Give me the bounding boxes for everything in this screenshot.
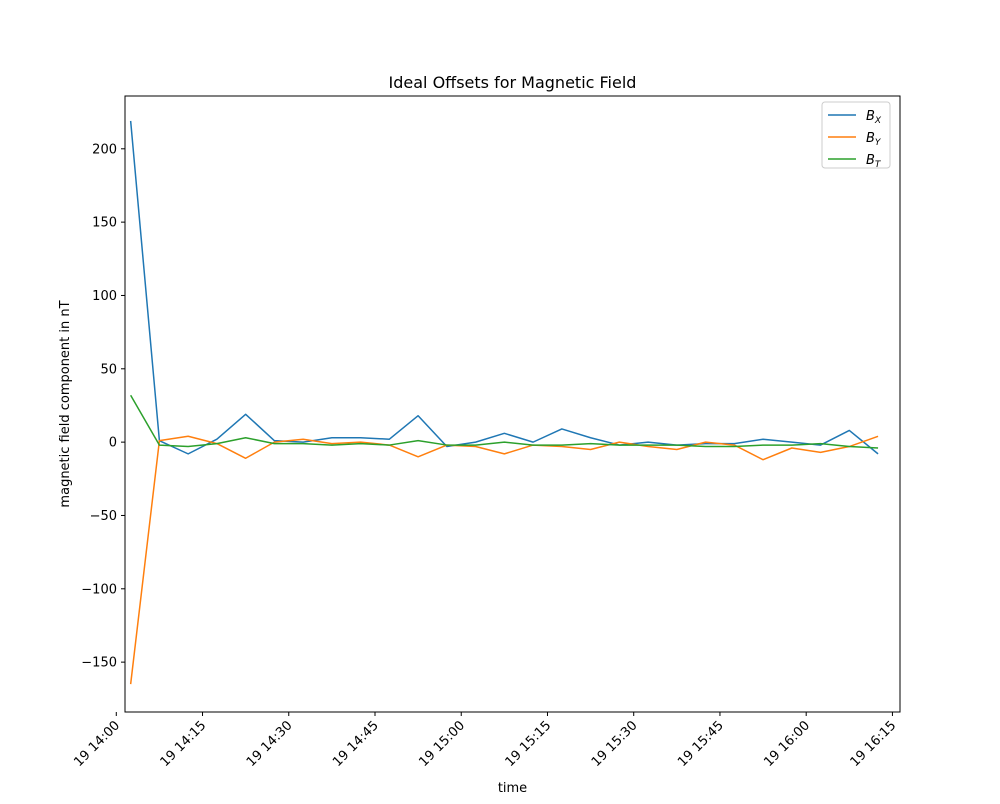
- y-tick-label: −50: [90, 509, 117, 524]
- y-tick-label: 0: [109, 436, 117, 451]
- y-tick-label: 50: [100, 362, 117, 377]
- series-line-t: [130, 394, 879, 449]
- legend-label-x: BX: [866, 109, 882, 126]
- y-tick-label: −100: [81, 582, 117, 597]
- y-tick-label: −150: [81, 656, 117, 671]
- y-tick-label: 200: [92, 142, 117, 157]
- legend: BX BY BT: [821, 101, 891, 170]
- y-axis-label: magnetic field component in nT: [58, 300, 73, 507]
- legend-label-y: BY: [866, 131, 882, 148]
- chart-title: Ideal Offsets for Magnetic Field: [389, 73, 637, 92]
- axes-frame: [124, 95, 901, 713]
- legend-label-t: BT: [866, 153, 882, 170]
- y-tick-label: 100: [92, 289, 117, 304]
- x-axis-label: time: [498, 781, 527, 796]
- legend-box: [821, 101, 891, 169]
- series-line-x: [129, 120, 879, 455]
- y-tick-label: 150: [92, 216, 117, 231]
- series-line-y: [129, 435, 879, 685]
